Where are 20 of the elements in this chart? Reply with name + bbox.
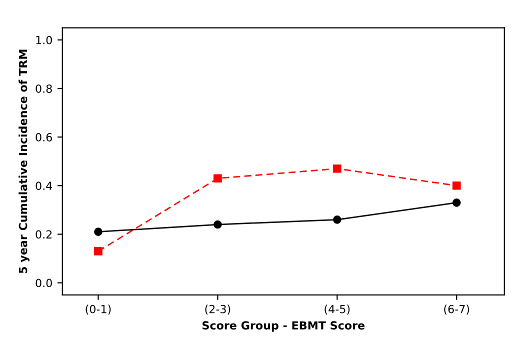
y-tick-label: 0.4 <box>36 182 52 190</box>
point <box>452 181 461 190</box>
y-tick-label: 0.6 <box>36 133 52 142</box>
y-tick-label: 0.2 <box>36 230 52 239</box>
point <box>332 215 342 224</box>
y-axis-title: 5 year Cumulative Incidence of TRM <box>18 50 30 274</box>
point <box>94 247 102 256</box>
point <box>94 228 102 236</box>
x-tick-label: (4-5) <box>324 304 350 315</box>
y-tick-label: 0.8 <box>36 84 52 93</box>
x-axis-title: Score Group - EBMT Score <box>202 321 365 332</box>
point <box>332 164 342 173</box>
point <box>214 220 222 229</box>
x-tick-label: (6-7) <box>444 304 470 315</box>
y-tick-label: 0.0 <box>36 278 52 288</box>
y-tick-label: 1.0 <box>36 36 52 44</box>
x-tick-label: (0-1) <box>86 304 111 315</box>
point <box>214 174 222 183</box>
x-tick-label: (2-3) <box>205 304 230 315</box>
point <box>452 198 461 207</box>
